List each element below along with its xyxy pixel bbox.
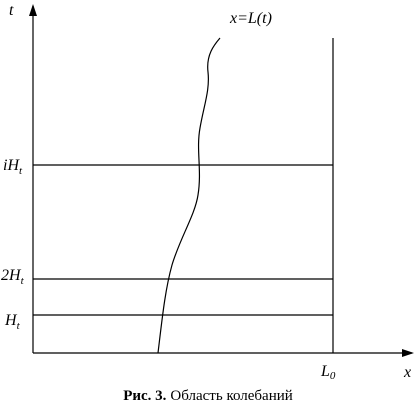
x-axis-label: x (403, 364, 411, 381)
boundary-main: L (320, 363, 330, 380)
curve-label: x=L(t) (229, 10, 272, 27)
y-arrow (29, 4, 37, 16)
level-main: H (4, 312, 18, 329)
level-label: 2Ht (1, 267, 25, 287)
caption-number: Рис. 3. (123, 388, 166, 404)
level-main: iH (3, 157, 20, 174)
boundary-label: L0 (320, 363, 336, 382)
level-label: iHt (3, 157, 23, 177)
curve (157, 37, 221, 354)
y-axis-label: t (9, 2, 14, 19)
x-arrow (402, 349, 414, 357)
level-sub: t (17, 320, 21, 332)
caption: Рис. 3. Область колебаний (123, 388, 293, 404)
level-sub: t (21, 275, 25, 287)
level-sub: t (19, 165, 23, 177)
level-main: 2H (1, 267, 22, 284)
level-label: Ht (4, 312, 21, 332)
boundary-sub: 0 (330, 370, 336, 382)
caption-text: Область колебаний (170, 388, 292, 404)
